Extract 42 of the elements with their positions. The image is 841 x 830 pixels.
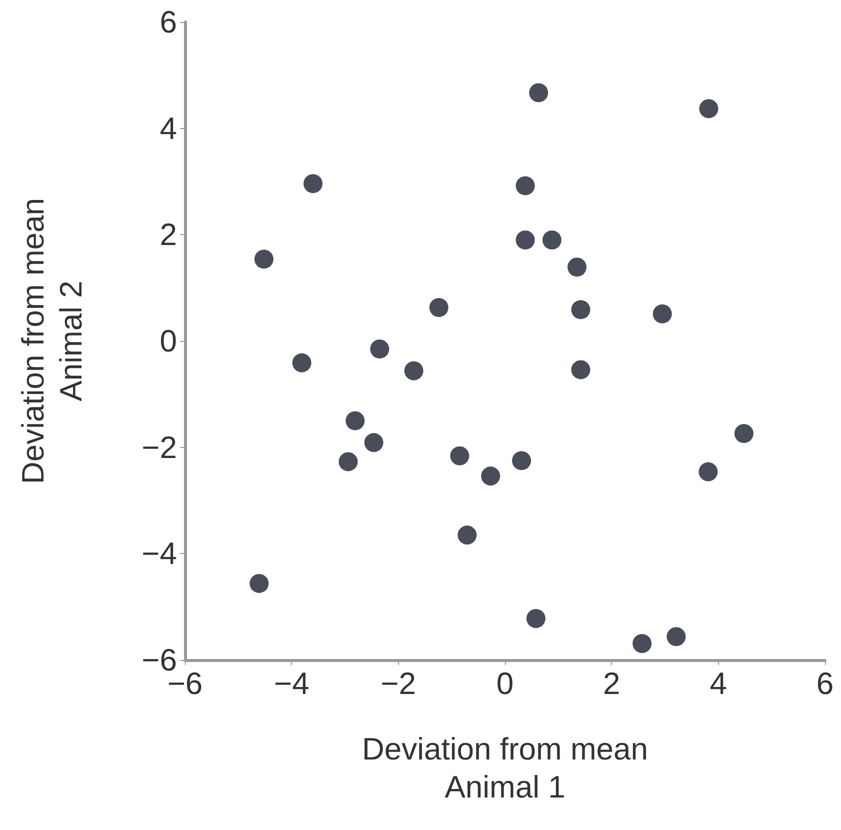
point (346, 411, 365, 430)
point (429, 298, 448, 317)
x-tick-label: −4 (274, 666, 310, 701)
point (512, 451, 532, 470)
y-tick-label: −4 (142, 536, 177, 572)
point (542, 230, 562, 250)
point (292, 353, 312, 372)
point (666, 627, 686, 646)
x-tick-label: 6 (816, 666, 834, 701)
point (338, 452, 358, 472)
y-tick-label: 4 (160, 110, 177, 146)
point (526, 609, 546, 628)
point (481, 466, 500, 486)
y-tick-label: −2 (142, 430, 177, 465)
x-tick-label: 2 (603, 666, 620, 701)
y-axis-title: Deviation from mean Animal 2 (16, 198, 88, 484)
point (632, 634, 652, 654)
x-tick-label: −2 (380, 666, 416, 701)
point (254, 250, 274, 269)
point (571, 360, 590, 380)
point (698, 462, 718, 482)
point (516, 176, 535, 196)
point (450, 446, 470, 466)
point (250, 574, 269, 593)
x-tick-label: 4 (710, 666, 727, 701)
y-tick-label: 2 (160, 217, 177, 252)
point (364, 433, 384, 452)
point (458, 526, 477, 545)
point (370, 339, 390, 358)
point (571, 300, 590, 320)
point (516, 230, 535, 250)
point (734, 424, 754, 444)
y-tick-label: 0 (160, 324, 177, 358)
point (699, 99, 718, 118)
point (304, 174, 322, 194)
point (404, 361, 424, 380)
point (568, 258, 586, 277)
point (529, 83, 548, 102)
y-tick-label: 6 (160, 4, 177, 40)
x-axis-title: Deviation from mean Animal 1 (362, 732, 648, 804)
point (652, 304, 672, 324)
x-tick-label: 0 (496, 666, 514, 701)
